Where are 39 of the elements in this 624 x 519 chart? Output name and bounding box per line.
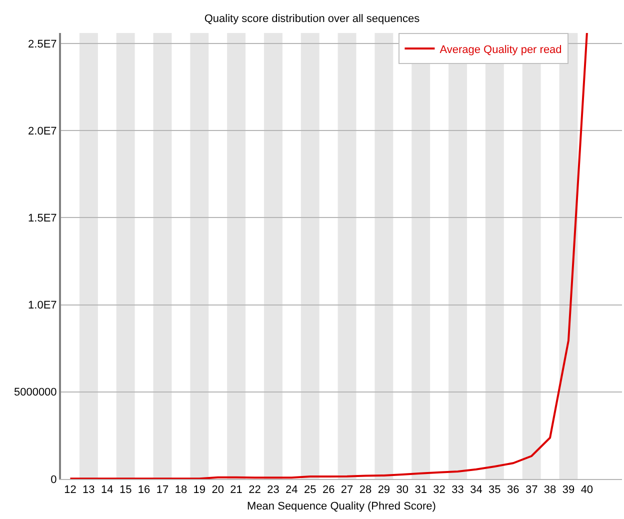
x-tick-label: 27 xyxy=(340,484,354,496)
x-axis-title: Mean Sequence Quality (Phred Score) xyxy=(247,500,436,512)
x-tick-label: 33 xyxy=(452,484,464,496)
x-tick-label: 23 xyxy=(267,484,280,496)
x-tick-label: 38 xyxy=(544,484,556,496)
y-tick-label: 1.5E7 xyxy=(28,212,57,225)
x-tick-label: 40 xyxy=(580,484,594,496)
x-tick-label: 20 xyxy=(212,484,224,496)
x-tick-label: 21 xyxy=(230,484,242,496)
x-tick-label: 18 xyxy=(174,484,188,496)
x-tick-label: 13 xyxy=(82,484,95,496)
x-tick-label: 19 xyxy=(193,484,206,496)
x-tick-label: 36 xyxy=(506,484,520,496)
x-tick-label: 31 xyxy=(414,484,427,496)
y-tick-label: 1.0E7 xyxy=(28,300,57,312)
y-tick-label: 0 xyxy=(50,474,57,486)
x-tick-label: 24 xyxy=(286,484,298,496)
x-tick-label: 39 xyxy=(562,484,575,496)
line-series xyxy=(69,33,588,479)
x-tick-label: 16 xyxy=(138,484,150,496)
x-tick-label: 22 xyxy=(248,484,261,496)
x-tick-label: 25 xyxy=(304,484,316,496)
x-tick-label: 37 xyxy=(525,484,538,496)
legend-label: Average Quality per read xyxy=(440,44,562,56)
x-tick-label: 28 xyxy=(359,484,372,496)
x-tick-label: 15 xyxy=(119,484,132,496)
y-tick-label: 2.0E7 xyxy=(28,125,57,138)
x-tick-label: 26 xyxy=(322,484,335,496)
x-tick-label: 17 xyxy=(156,484,169,496)
x-tick-label: 12 xyxy=(64,484,76,496)
x-tick-label: 29 xyxy=(378,484,390,496)
x-tick-label: 35 xyxy=(488,484,501,496)
x-tick-label: 34 xyxy=(470,484,482,496)
x-tick-label: 30 xyxy=(396,484,409,496)
chart-title: Quality score distribution over all sequences xyxy=(204,12,420,25)
x-tick-label: 14 xyxy=(101,484,114,496)
x-tick-label: 32 xyxy=(433,484,446,496)
y-tick-label: 5000000 xyxy=(14,386,57,399)
y-tick-label: 2.5E7 xyxy=(28,38,57,50)
